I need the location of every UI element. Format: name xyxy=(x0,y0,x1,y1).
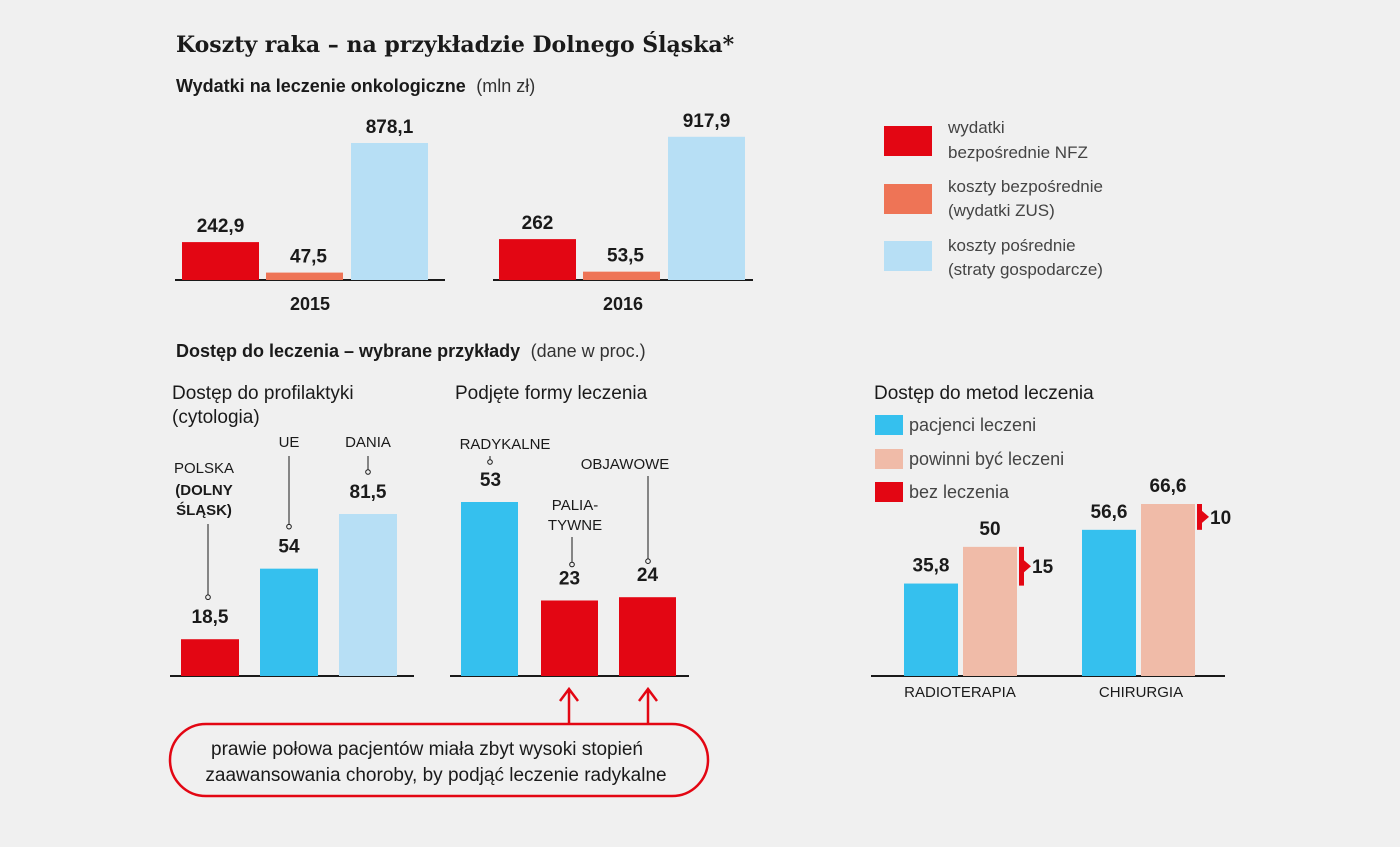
data-label: 53 xyxy=(480,470,501,491)
legend-swatch-zus xyxy=(884,184,932,214)
bar xyxy=(182,242,259,280)
main-title: Koszty raka – na przykładzie Dolnego Ślą… xyxy=(176,31,735,58)
methods-title: Dostęp do metod leczenia xyxy=(874,383,1094,404)
access-subtitle-text: Dostęp do leczenia – wybrane przykłady xyxy=(176,341,520,361)
bar-should-be-treated xyxy=(963,546,1017,676)
category-label: POLSKA xyxy=(174,460,234,477)
data-label: 35,8 xyxy=(913,556,950,577)
bar xyxy=(668,136,745,280)
note-line-1: prawie połowa pacjentów miała zbyt wysok… xyxy=(211,739,643,760)
data-label: 53,5 xyxy=(607,246,644,267)
legend-label-untreated: bez leczenia xyxy=(909,482,1010,502)
x-tick-label: 2016 xyxy=(603,294,643,314)
data-label: 66,6 xyxy=(1150,476,1187,497)
data-label: 54 xyxy=(278,537,300,558)
data-label: 81,5 xyxy=(350,482,387,503)
data-label: 24 xyxy=(637,565,659,586)
data-label: 50 xyxy=(979,519,1000,540)
leader-dot xyxy=(645,558,651,565)
category-label: TYWNE xyxy=(548,517,602,534)
category-label: RADYKALNE xyxy=(460,436,551,453)
bar-untreated-gap xyxy=(1019,546,1024,586)
gap-pointer xyxy=(1202,510,1209,523)
leader-dot xyxy=(365,469,371,475)
x-tick-label: 2015 xyxy=(290,294,330,314)
x-tick-label: RADIOTERAPIA xyxy=(904,684,1016,701)
legend-label-nfz-1: wydatki xyxy=(947,118,1005,137)
costs-subtitle-text: Wydatki na leczenie onkologiczne xyxy=(176,76,466,96)
bar xyxy=(461,502,518,676)
leader-dot xyxy=(286,523,292,530)
data-label: 262 xyxy=(522,213,554,234)
legend-label-zus-1: koszty bezpośrednie xyxy=(948,177,1103,196)
prophylaxis-chart: 18,5 POLSKA (DOLNY ŚLĄSK) 54 UE 81,5 DANIA xyxy=(170,434,414,677)
methods-legend: pacjenci leczeni powinni być leczeni bez… xyxy=(875,415,1064,502)
prophylaxis-title-1: Dostęp do profilaktyki xyxy=(172,383,354,404)
leader-dot xyxy=(487,459,493,465)
arrow-up-icon xyxy=(638,686,658,724)
category-label: (DOLNY xyxy=(175,482,233,499)
legend-label-indirect-2: (straty gospodarcze) xyxy=(948,260,1103,279)
bar xyxy=(266,272,343,280)
data-label: 23 xyxy=(559,568,580,589)
bar-treated xyxy=(1082,529,1136,676)
bar-treated xyxy=(904,583,958,676)
leader-dot xyxy=(205,594,211,601)
bar xyxy=(583,271,660,280)
category-label: OBJAWOWE xyxy=(581,456,670,473)
legend-label-zus-2: (wydatki ZUS) xyxy=(948,201,1055,220)
bar xyxy=(541,600,598,676)
note-callout: prawie połowa pacjentów miała zbyt wysok… xyxy=(168,686,710,798)
costs-subtitle: Wydatki na leczenie onkologiczne (mln zł… xyxy=(176,76,535,96)
gap-pointer xyxy=(1024,560,1031,573)
legend-swatch-treated xyxy=(875,415,903,435)
methods-chart: RADIOTERAPIA 35,8 50 15 CHIRURGIA 56,6 66,6 10 xyxy=(871,476,1231,701)
category-label: DANIA xyxy=(345,434,391,451)
data-label: 10 xyxy=(1210,508,1231,529)
data-label: 242,9 xyxy=(197,216,245,237)
legend-label-should-be-treated: powinni być leczeni xyxy=(909,449,1064,469)
legend-label-indirect-1: koszty pośrednie xyxy=(948,236,1076,255)
data-label: 878,1 xyxy=(366,117,414,138)
note-line-2: zaawansowania choroby, by podjąć leczeni… xyxy=(205,765,666,786)
data-label: 56,6 xyxy=(1091,502,1128,523)
costs-unit: (mln zł) xyxy=(476,76,535,96)
prophylaxis-title-2: (cytologia) xyxy=(172,407,260,428)
note-bubble xyxy=(168,722,710,798)
bar xyxy=(499,239,576,280)
legend-label-nfz-2: bezpośrednie NFZ xyxy=(948,143,1088,162)
category-label: PALIA- xyxy=(552,497,598,514)
treatment-forms-title: Podjęte formy leczenia xyxy=(455,383,648,404)
access-subtitle: Dostęp do leczenia – wybrane przykłady (… xyxy=(176,341,646,361)
category-label: UE xyxy=(279,434,300,451)
bar xyxy=(339,514,397,676)
data-label: 18,5 xyxy=(192,607,229,628)
data-label: 47,5 xyxy=(290,247,327,268)
arrow-up-icon xyxy=(559,686,579,724)
legend-label-treated: pacjenci leczeni xyxy=(909,415,1036,435)
x-tick-label: CHIRURGIA xyxy=(1099,684,1183,701)
legend-swatch-untreated xyxy=(875,482,903,502)
treatment-forms-chart: 53 RADYKALNE 23 PALIA- TYWNE 24 OBJAWOWE xyxy=(450,436,689,677)
access-unit: (dane w proc.) xyxy=(531,341,646,361)
data-label: 15 xyxy=(1032,557,1054,578)
bar xyxy=(260,568,318,676)
leader-dot xyxy=(569,561,575,568)
bar-should-be-treated xyxy=(1141,504,1195,676)
costs-legend: wydatki bezpośrednie NFZ koszty bezpośre… xyxy=(884,118,1103,279)
costs-chart: 2015 242,9 47,5 878,1 2016 262 53,5 917,9 xyxy=(175,111,753,314)
legend-swatch-indirect xyxy=(884,241,932,271)
bar xyxy=(181,639,239,676)
data-label: 917,9 xyxy=(683,111,731,132)
bar xyxy=(619,597,676,676)
category-label: ŚLĄSK) xyxy=(176,501,232,519)
bar xyxy=(351,143,428,280)
bar-untreated-gap xyxy=(1197,504,1202,530)
legend-swatch-nfz xyxy=(884,126,932,156)
legend-swatch-should-be-treated xyxy=(875,449,903,469)
